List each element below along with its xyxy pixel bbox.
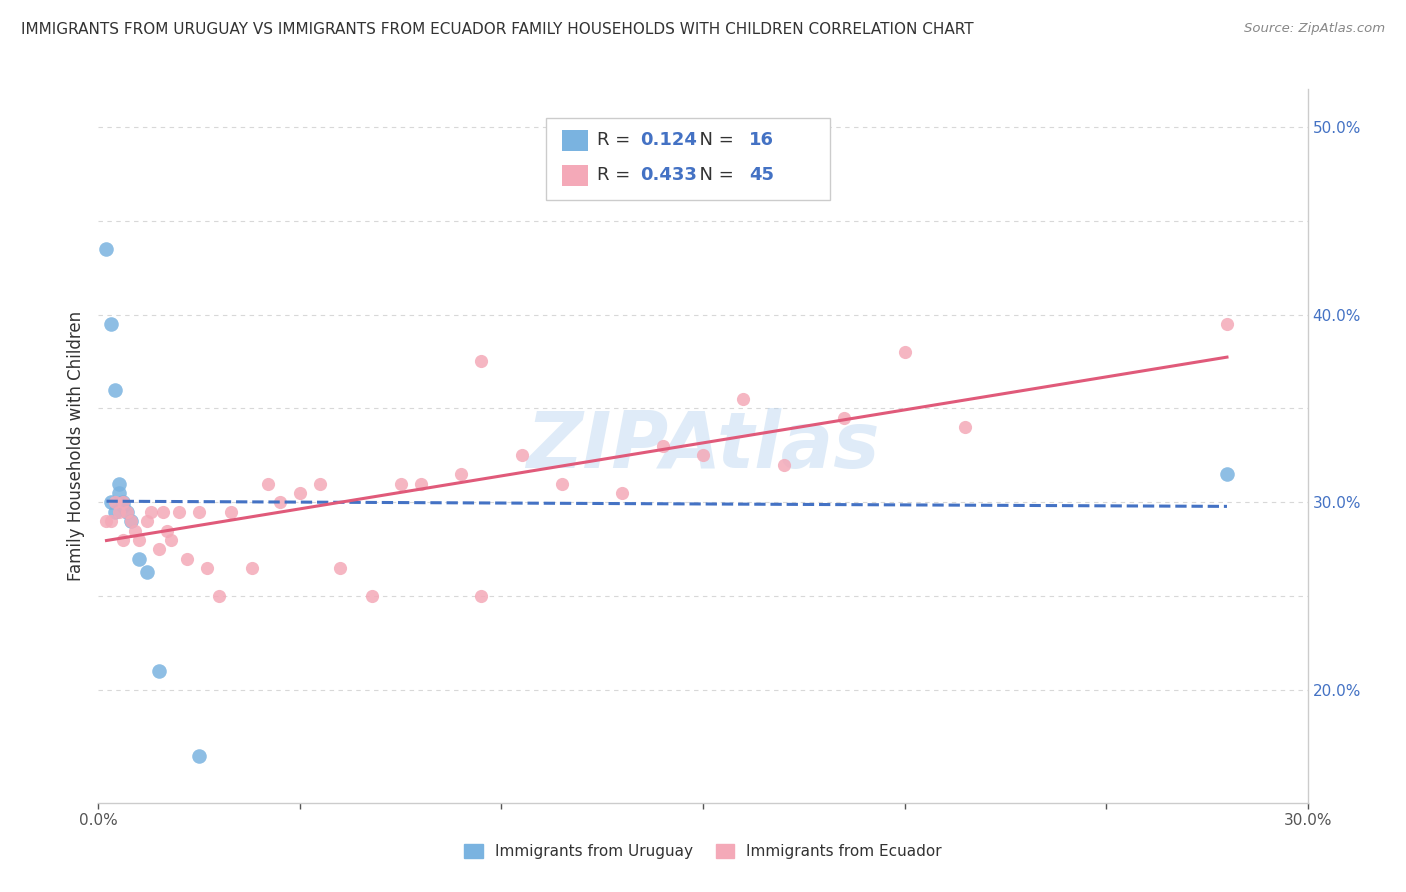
Point bbox=[470, 589, 492, 603]
Point bbox=[128, 533, 150, 547]
Point bbox=[100, 495, 122, 509]
Text: R =: R = bbox=[596, 131, 636, 149]
Point bbox=[100, 514, 122, 528]
Point bbox=[256, 476, 278, 491]
Point bbox=[115, 505, 138, 519]
Point bbox=[188, 505, 211, 519]
Point bbox=[510, 449, 533, 463]
Point bbox=[120, 514, 142, 528]
Point bbox=[651, 439, 673, 453]
Point bbox=[953, 420, 976, 434]
Point bbox=[148, 665, 170, 679]
Text: R =: R = bbox=[596, 166, 636, 184]
Text: 16: 16 bbox=[749, 131, 773, 149]
Point bbox=[269, 495, 291, 509]
FancyBboxPatch shape bbox=[546, 118, 830, 200]
Point bbox=[107, 505, 129, 519]
Point bbox=[733, 392, 755, 406]
Point bbox=[156, 524, 179, 538]
Point bbox=[96, 242, 118, 256]
Point bbox=[111, 495, 134, 509]
Point bbox=[148, 542, 170, 557]
Point bbox=[135, 565, 157, 579]
Point bbox=[111, 533, 134, 547]
Point bbox=[111, 495, 134, 509]
Legend: Immigrants from Uruguay, Immigrants from Ecuador: Immigrants from Uruguay, Immigrants from… bbox=[464, 845, 942, 859]
Point bbox=[128, 551, 150, 566]
Point bbox=[176, 551, 198, 566]
Point bbox=[103, 495, 125, 509]
Point bbox=[167, 505, 190, 519]
Point bbox=[188, 748, 211, 763]
Point bbox=[612, 486, 634, 500]
Text: 0.124: 0.124 bbox=[640, 131, 697, 149]
Point bbox=[470, 354, 492, 368]
Point bbox=[389, 476, 412, 491]
Point bbox=[160, 533, 183, 547]
Point bbox=[1216, 317, 1239, 331]
Point bbox=[450, 467, 472, 482]
Point bbox=[832, 410, 855, 425]
Point bbox=[120, 514, 142, 528]
Point bbox=[195, 561, 218, 575]
Point bbox=[772, 458, 794, 472]
Y-axis label: Family Households with Children: Family Households with Children bbox=[66, 311, 84, 581]
Text: Source: ZipAtlas.com: Source: ZipAtlas.com bbox=[1244, 22, 1385, 36]
Text: IMMIGRANTS FROM URUGUAY VS IMMIGRANTS FROM ECUADOR FAMILY HOUSEHOLDS WITH CHILDR: IMMIGRANTS FROM URUGUAY VS IMMIGRANTS FR… bbox=[21, 22, 974, 37]
FancyBboxPatch shape bbox=[561, 165, 588, 186]
Point bbox=[115, 505, 138, 519]
Point bbox=[893, 345, 915, 359]
Point bbox=[107, 486, 129, 500]
Point bbox=[329, 561, 352, 575]
Point bbox=[139, 505, 162, 519]
Text: 0.433: 0.433 bbox=[640, 166, 697, 184]
Text: 45: 45 bbox=[749, 166, 773, 184]
Point bbox=[124, 524, 146, 538]
Point bbox=[288, 486, 311, 500]
Point bbox=[1216, 467, 1239, 482]
Point bbox=[208, 589, 231, 603]
Text: N =: N = bbox=[689, 166, 740, 184]
Point bbox=[107, 476, 129, 491]
Point bbox=[100, 317, 122, 331]
Point bbox=[103, 505, 125, 519]
Point bbox=[309, 476, 332, 491]
FancyBboxPatch shape bbox=[561, 130, 588, 152]
Point bbox=[692, 449, 714, 463]
Point bbox=[240, 561, 263, 575]
Text: ZIPAtlas: ZIPAtlas bbox=[526, 408, 880, 484]
Point bbox=[103, 383, 125, 397]
Point bbox=[135, 514, 157, 528]
Point bbox=[409, 476, 432, 491]
Point bbox=[152, 505, 174, 519]
Text: N =: N = bbox=[689, 131, 740, 149]
Point bbox=[96, 514, 118, 528]
Point bbox=[111, 499, 134, 513]
Point bbox=[551, 476, 574, 491]
Point bbox=[361, 589, 384, 603]
Point bbox=[221, 505, 243, 519]
